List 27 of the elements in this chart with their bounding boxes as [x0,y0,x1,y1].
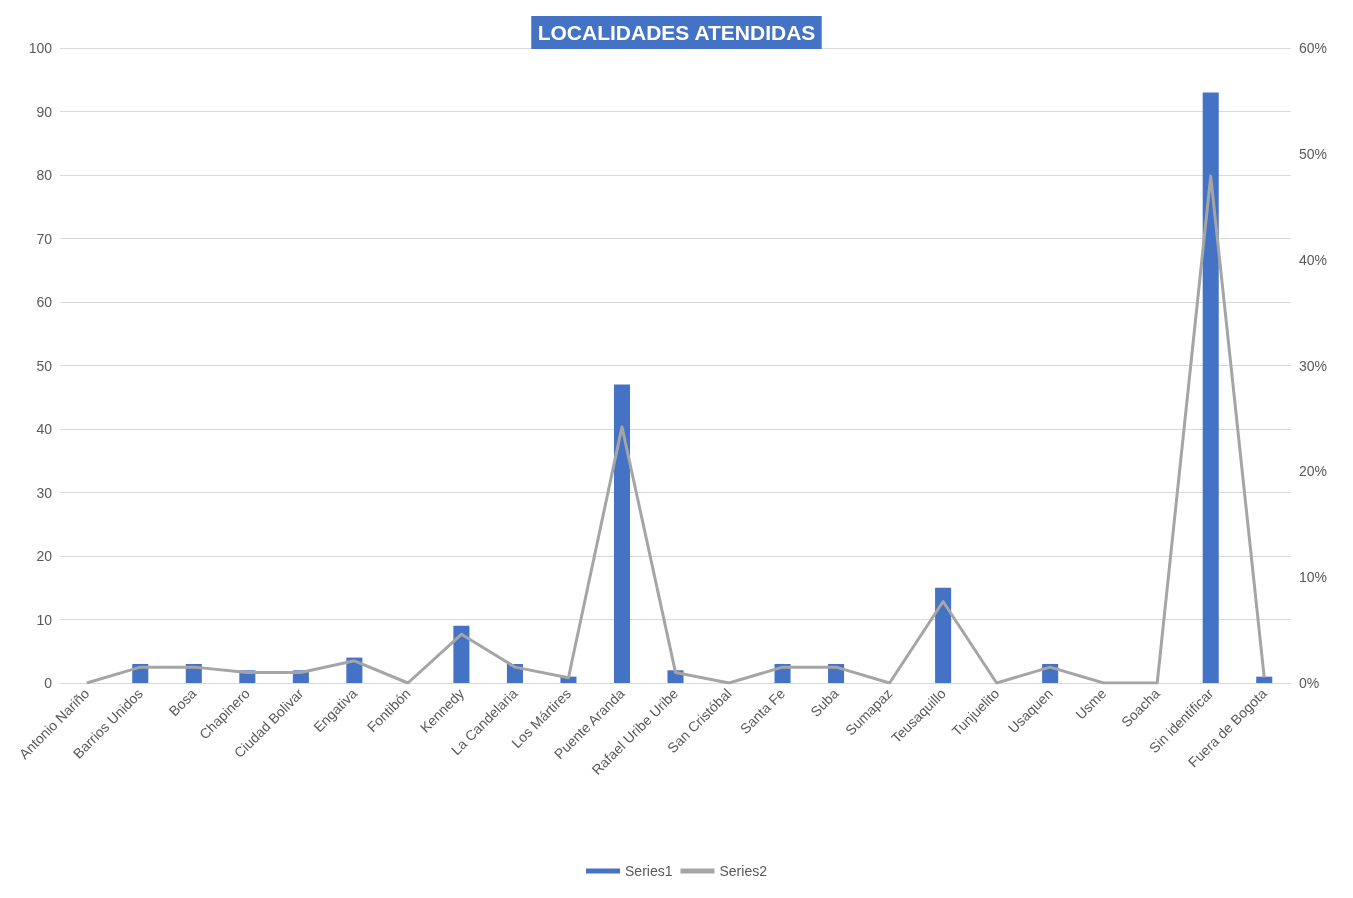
y2-tick-label: 40% [1299,251,1328,268]
y2-tick-label: 20% [1299,463,1328,480]
y-tick-label: 30 [36,484,53,501]
y-tick-label: 20 [36,548,53,564]
y2-tick-label: 30% [1299,357,1328,374]
legend-label: Series1 [625,863,673,879]
y2-tick-label: 10% [1299,569,1328,586]
y-tick-label: 0 [44,675,53,691]
y-tick-label: 10 [36,611,53,628]
bar [1202,92,1219,683]
bar [453,625,470,683]
bar [613,384,631,683]
y-tick-label: 60 [36,294,53,310]
y-tick-label: 80 [36,167,53,183]
chart-title: LOCALIDADES ATENDIDAS [537,21,816,44]
y-tick-label: 50 [36,357,53,374]
bar [1256,676,1273,683]
y2-tick-label: 0% [1299,675,1320,691]
y2-tick-label: 50% [1299,145,1328,162]
y-tick-label: 70 [36,230,53,247]
y-tick-label: 40 [36,421,53,437]
legend-label: Series2 [719,863,768,879]
line-series [85,174,1266,685]
y-tick-label: 90 [36,103,53,120]
y2-tick-label: 60% [1299,40,1328,56]
bar [935,587,952,683]
y-tick-label: 100 [28,40,53,56]
